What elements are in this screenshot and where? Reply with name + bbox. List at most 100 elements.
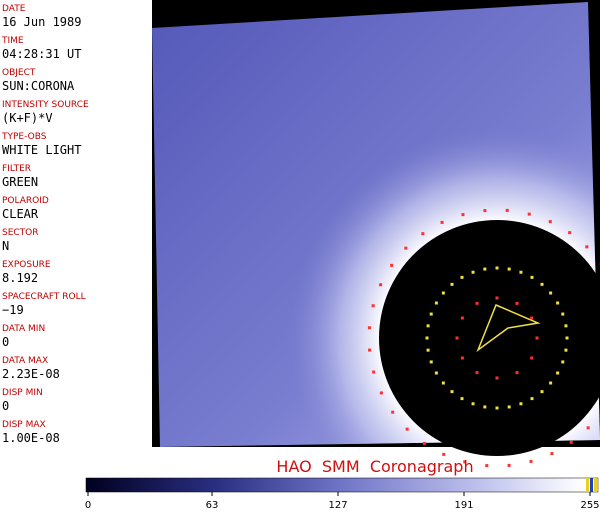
marker-dot <box>483 209 487 213</box>
marker-dot <box>564 348 568 352</box>
field-label: EXPOSURE <box>2 260 51 270</box>
marker-dot <box>515 371 519 375</box>
tick-label: 191 <box>454 500 473 511</box>
field-label: OBJECT <box>2 68 36 78</box>
field-label: FILTER <box>2 164 32 174</box>
field-value: 16 Jun 1989 <box>2 15 82 29</box>
marker-dot <box>425 336 429 340</box>
marker-dot <box>548 220 552 224</box>
field-label: SECTOR <box>2 228 39 238</box>
marker-dot <box>586 426 590 430</box>
marker-dot <box>530 397 534 401</box>
field-value: SUN:CORONA <box>2 79 75 93</box>
marker-dot <box>460 356 464 360</box>
field-value: 2.23E-08 <box>2 367 60 381</box>
marker-dot <box>372 370 376 374</box>
marker-dot <box>441 291 445 295</box>
metadata-panel: DATE 16 Jun 1989 TIME 04:28:31 UT OBJECT SUN:… <box>0 0 152 447</box>
marker-dot <box>379 283 383 287</box>
marker-dot <box>460 316 464 320</box>
marker-dot <box>368 348 372 352</box>
field-label: INTENSITY SOURCE <box>2 100 89 110</box>
field-label: DISP MIN <box>2 388 43 398</box>
marker-dot <box>515 301 519 305</box>
marker-dot <box>568 231 572 235</box>
marker-dot <box>529 459 533 463</box>
tick-label: 127 <box>328 500 347 511</box>
marker-dot <box>505 208 509 212</box>
field-value: 8.192 <box>2 271 39 285</box>
marker-dot <box>442 452 446 456</box>
marker-dot <box>540 282 544 286</box>
field-label: DATE <box>2 4 26 14</box>
field-value: N <box>2 239 10 253</box>
marker-dot <box>530 356 534 360</box>
field-label: TIME <box>2 36 24 46</box>
marker-dot <box>460 397 464 401</box>
marker-dot <box>440 220 444 224</box>
field-value: 0 <box>2 335 10 349</box>
colorbar <box>85 477 599 493</box>
marker-dot <box>379 391 383 395</box>
marker-dots <box>367 208 600 468</box>
marker-dot <box>434 301 438 305</box>
marker-dot <box>569 440 573 444</box>
marker-dot <box>495 376 499 380</box>
marker-dot <box>561 312 565 316</box>
tick-label: 255 <box>580 500 599 511</box>
marker-dot <box>519 402 523 406</box>
marker-dot <box>429 312 433 316</box>
marker-dot <box>565 336 569 340</box>
marker-dot <box>426 348 430 352</box>
field-label: DATA MIN <box>2 324 46 334</box>
field-value: (K+F)*V <box>2 111 53 125</box>
marker-dot <box>463 460 467 464</box>
marker-dot <box>530 316 534 320</box>
marker-dot <box>549 291 553 295</box>
marker-dot <box>405 427 409 431</box>
marker-dot <box>507 463 511 467</box>
marker-dot <box>527 212 531 216</box>
marker-dot <box>441 381 445 385</box>
marker-dot <box>507 267 511 271</box>
marker-dot <box>564 324 568 328</box>
field-value: CLEAR <box>2 207 39 221</box>
field-label: POLAROID <box>2 196 49 206</box>
tick-label: 0 <box>85 500 91 511</box>
field-value: WHITE LIGHT <box>2 143 82 157</box>
marker-dot <box>471 270 475 274</box>
marker-dot <box>549 381 553 385</box>
marker-dot <box>495 406 499 410</box>
field-value: −19 <box>2 303 24 317</box>
marker-dot <box>426 324 430 328</box>
marker-dot <box>461 213 465 217</box>
marker-dot <box>450 390 454 394</box>
marker-dot <box>561 360 565 364</box>
marker-dot <box>483 267 487 271</box>
marker-dot <box>507 405 511 409</box>
marker-dot <box>391 410 395 414</box>
marker-dot <box>585 245 589 249</box>
marker-dot <box>455 336 459 340</box>
marker-dot <box>535 336 539 340</box>
marker-dot <box>471 402 475 406</box>
marker-dot <box>495 266 499 270</box>
marker-dot <box>485 464 489 468</box>
marker-dot <box>475 371 479 375</box>
field-label: DISP MAX <box>2 420 46 430</box>
marker-dot <box>421 232 425 236</box>
marker-dot <box>390 263 394 267</box>
colorbar-end <box>586 478 589 492</box>
colorbar-ticks: 0 63 127 191 255 <box>85 492 600 511</box>
field-label: SPACECRAFT ROLL <box>2 292 86 302</box>
sun-marker <box>476 304 541 353</box>
field-value: 1.00E-08 <box>2 431 60 445</box>
marker-dot <box>434 371 438 375</box>
tick-label: 63 <box>206 500 219 511</box>
field-value: GREEN <box>2 175 39 189</box>
field-label: DATA MAX <box>2 356 49 366</box>
marker-dot <box>495 296 499 300</box>
marker-dot <box>483 405 487 409</box>
